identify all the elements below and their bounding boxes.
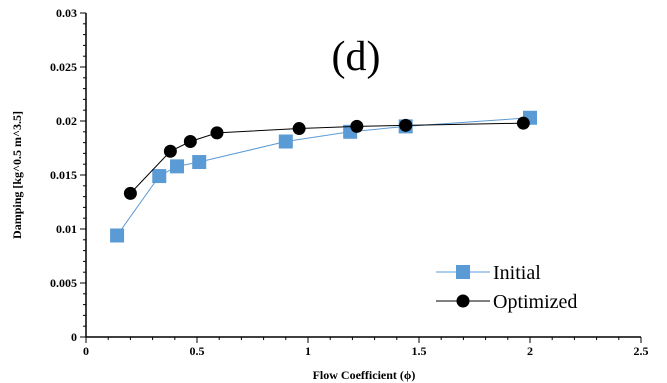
data-point-optimized [292, 122, 306, 136]
panel-label: (d) [332, 34, 381, 80]
legend-label-optimized: Optimized [493, 291, 577, 313]
data-point-initial [110, 228, 125, 243]
legend-marker-optimized [456, 294, 470, 308]
y-tick-label: 0.025 [50, 60, 77, 74]
y-axis-ticks: 0 0.005 0.01 0.015 0.02 0.025 0.03 [50, 6, 86, 344]
series-optimized-line [130, 122, 524, 194]
series-initial-line [116, 117, 531, 236]
legend-item-initial: Initial [436, 262, 541, 284]
y-tick-label: 0.03 [56, 6, 77, 20]
x-tick-label: 0.5 [190, 344, 205, 358]
data-point-optimized [123, 186, 137, 200]
x-tick-label: 2.5 [634, 344, 649, 358]
data-point-initial [152, 169, 167, 184]
x-tick-label: 1.5 [412, 344, 427, 358]
data-point-initial [192, 155, 207, 170]
legend-label-initial: Initial [493, 262, 541, 284]
data-point-initial [170, 159, 185, 174]
x-axis-title: Flow Coefficient (ϕ) [313, 368, 416, 382]
y-tick-label: 0.005 [50, 276, 77, 290]
data-point-optimized [350, 119, 364, 133]
data-point-optimized [163, 144, 177, 158]
legend: Initial Optimized [436, 262, 577, 313]
x-axis-ticks: 0 0.5 1 1.5 2 2.5 [83, 337, 649, 358]
x-tick-label: 0 [83, 344, 89, 358]
legend-marker-initial [456, 265, 470, 279]
data-point-optimized [399, 118, 413, 132]
data-point-optimized [210, 126, 224, 140]
data-point-optimized [183, 135, 197, 149]
series-optimized [123, 116, 530, 200]
x-tick-label: 2 [527, 344, 533, 358]
series-initial [110, 110, 537, 243]
data-point-initial [278, 134, 293, 149]
legend-item-optimized: Optimized [436, 291, 577, 313]
series-layer [110, 110, 537, 243]
y-tick-label: 0 [71, 330, 77, 344]
data-point-optimized [516, 116, 530, 130]
y-tick-label: 0.02 [56, 114, 77, 128]
y-tick-label: 0.015 [50, 168, 77, 182]
y-tick-label: 0.01 [56, 222, 77, 236]
y-axis-title: Damping [kg^0.5 m^3.5] [10, 111, 24, 239]
x-tick-label: 1 [305, 344, 311, 358]
